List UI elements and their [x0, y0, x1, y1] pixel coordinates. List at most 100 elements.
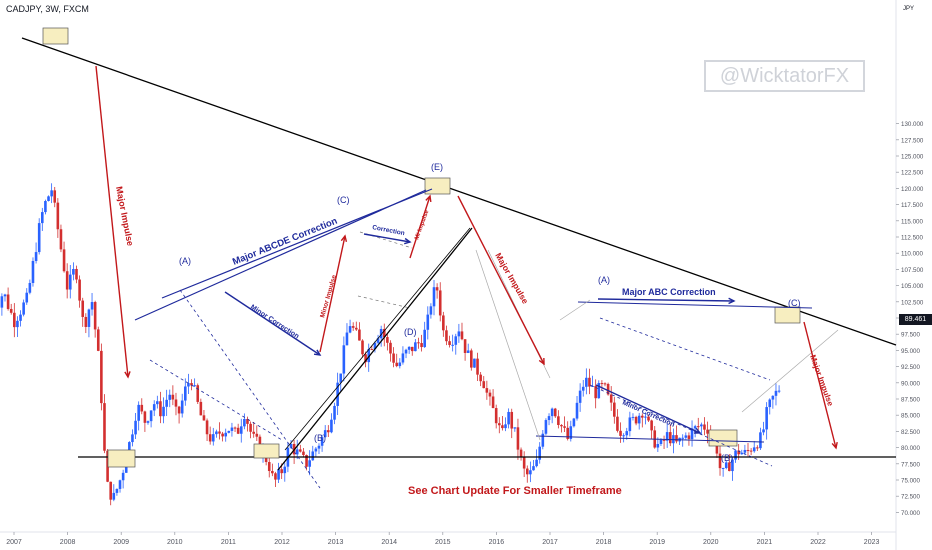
candle-body — [740, 452, 744, 455]
candle-body — [482, 381, 486, 389]
candle-body — [650, 420, 653, 431]
major-impulse-arrow-1 — [95, 65, 129, 378]
candle-body — [233, 427, 237, 429]
major-impulse-arrow-2-head — [538, 357, 545, 366]
y-tick-label: 77.500 — [901, 461, 920, 468]
wave-label: (E) — [431, 162, 443, 172]
candle-body — [510, 411, 514, 429]
minor-correction-dash-1 — [179, 289, 321, 489]
x-tick-label: 2018 — [596, 539, 612, 546]
candle-body — [215, 431, 218, 435]
candle-body — [438, 290, 442, 316]
candle-body — [432, 287, 436, 307]
candle-body — [96, 329, 100, 351]
candle-body — [379, 328, 383, 339]
candle-body — [9, 308, 13, 313]
candle-body — [342, 345, 346, 374]
y-tick-label: 105.000 — [901, 283, 924, 290]
candle-body — [184, 386, 187, 401]
candle-body — [65, 271, 69, 290]
y-tick-label: 110.000 — [901, 251, 923, 258]
candle-body — [3, 294, 7, 297]
candle-body — [700, 424, 703, 427]
major-impulse-arrow-3 — [803, 321, 837, 449]
y-tick-label: 80.000 — [901, 445, 920, 452]
candle-body — [693, 426, 697, 429]
candle-body — [759, 432, 762, 449]
highlight-box-2011 — [253, 443, 280, 459]
candle-body — [382, 328, 386, 338]
candle-body — [634, 416, 638, 424]
candle-body — [572, 418, 576, 427]
candle-body — [675, 435, 678, 442]
x-tick-label: 2012 — [274, 539, 290, 546]
candle-body — [165, 399, 168, 407]
candle-body — [103, 403, 106, 451]
candle-body — [777, 390, 781, 392]
candle-body — [109, 481, 112, 500]
x-tick-label: 2023 — [864, 539, 880, 546]
candle-body — [373, 342, 377, 350]
candle-body — [516, 427, 520, 450]
candle-body — [625, 431, 629, 436]
candle-body — [466, 350, 470, 353]
candle-body — [597, 383, 601, 399]
candle-body — [525, 468, 529, 475]
candle-body — [553, 408, 557, 417]
candle-body — [476, 358, 479, 375]
candle-body — [420, 343, 423, 348]
candle-body — [442, 315, 445, 331]
candle-body — [146, 421, 150, 423]
candle-body — [246, 418, 249, 424]
y-tick-label: 107.500 — [901, 267, 924, 274]
candle-body — [609, 394, 613, 403]
candle-body — [37, 223, 41, 253]
candle-body — [696, 426, 700, 428]
correction-dash-2 — [357, 295, 411, 309]
y-tick-label: 82.500 — [901, 429, 920, 436]
correction-arrow-head — [404, 237, 412, 245]
y-tick-label: 127.500 — [901, 137, 924, 144]
candle-body — [271, 470, 274, 474]
candle-body — [544, 420, 548, 434]
candle-body — [513, 427, 517, 429]
candle-body — [746, 449, 750, 451]
candle-body — [681, 437, 685, 439]
candle-body — [529, 470, 532, 475]
candle-body — [180, 400, 184, 414]
candle-body — [330, 419, 333, 433]
candle-body — [193, 385, 196, 387]
grey-channel-1 — [475, 249, 541, 441]
candle-body — [333, 405, 336, 420]
candle-body — [575, 402, 579, 419]
candle-body — [299, 449, 302, 452]
candle-body — [47, 196, 50, 201]
minor-correction-dash-3 — [599, 317, 771, 381]
candle-body — [218, 431, 221, 434]
highlight-box-top — [42, 27, 69, 45]
candle-body — [665, 432, 669, 441]
candle-body — [171, 394, 175, 400]
candle-body — [106, 450, 109, 482]
x-tick-label: 2011 — [221, 539, 236, 546]
candle-body — [255, 433, 259, 437]
candle-body — [13, 312, 16, 328]
major-impulse-arrow-3-head — [831, 441, 838, 450]
y-tick-label: 130.000 — [901, 121, 924, 128]
candle-body — [404, 349, 408, 354]
candle-body — [376, 338, 380, 343]
candle-body — [323, 430, 327, 438]
symbol-title: CADJPY, 3W, FXCM — [6, 4, 89, 14]
candle-body — [370, 349, 374, 351]
candle-body — [44, 200, 47, 213]
candle-body — [121, 472, 125, 481]
y-tick-label: 120.000 — [901, 186, 924, 193]
candle-body — [728, 462, 731, 472]
candle-body — [311, 451, 315, 461]
grey-channel-3 — [559, 299, 591, 321]
candle-body — [252, 431, 255, 434]
candle-body — [451, 344, 454, 346]
major-abc-correction-label: Major ABC Correction — [622, 287, 716, 297]
candle-body — [644, 416, 647, 418]
